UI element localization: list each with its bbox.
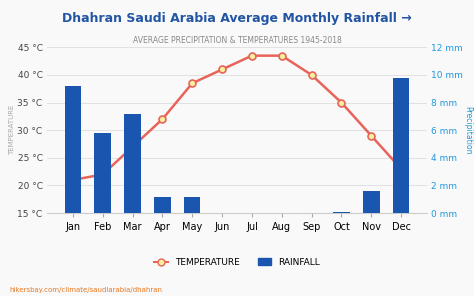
Text: AVERAGE PRECIPITATION & TEMPERATURES 1945-2018: AVERAGE PRECIPITATION & TEMPERATURES 194…: [133, 36, 341, 44]
Bar: [154, 197, 171, 213]
Y-axis label: TEMPERATURE: TEMPERATURE: [9, 105, 15, 155]
Bar: [94, 133, 111, 213]
Bar: [333, 212, 350, 213]
Bar: [64, 86, 81, 213]
Bar: [184, 197, 201, 213]
Text: hikersbay.com/climate/saudiarabia/dhahran: hikersbay.com/climate/saudiarabia/dhahra…: [9, 287, 163, 293]
Y-axis label: Precipitation: Precipitation: [463, 106, 472, 155]
Bar: [363, 191, 380, 213]
Bar: [393, 78, 410, 213]
Text: Dhahran Saudi Arabia Average Monthly Rainfall →: Dhahran Saudi Arabia Average Monthly Rai…: [62, 12, 412, 25]
Bar: [124, 114, 141, 213]
Legend: TEMPERATURE, RAINFALL: TEMPERATURE, RAINFALL: [150, 254, 324, 270]
